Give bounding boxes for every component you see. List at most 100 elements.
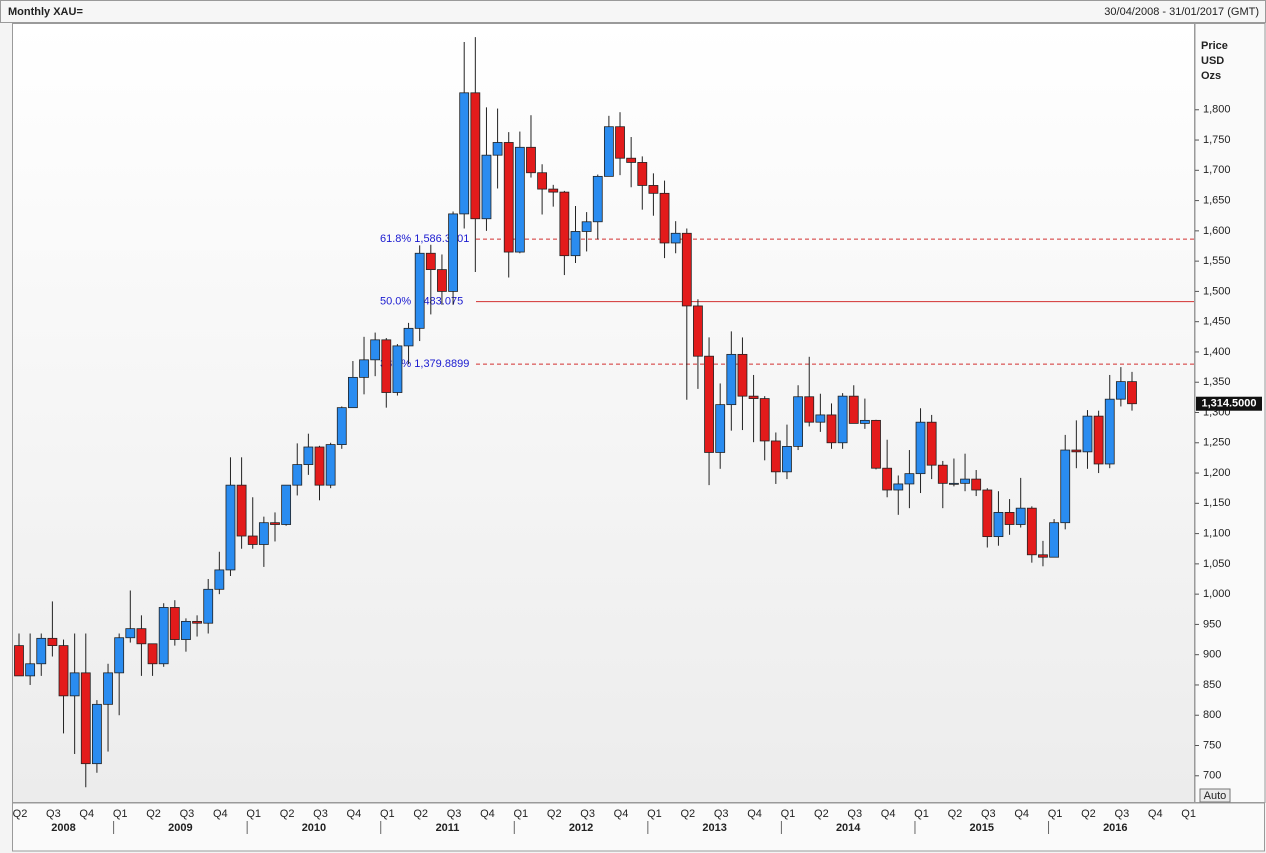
candle-body — [158, 607, 169, 665]
candle-body — [125, 628, 136, 639]
x-quarter-label: Q2 — [680, 808, 695, 820]
x-quarter-label: Q2 — [146, 808, 161, 820]
candle-body — [325, 444, 336, 486]
candle-body — [1082, 415, 1093, 453]
y-tick-label: 800 — [1203, 709, 1221, 721]
candle-body — [414, 252, 425, 329]
candle-body — [815, 414, 826, 423]
y-tick-label: 950 — [1203, 618, 1221, 630]
candle-body — [859, 419, 870, 424]
candle-body — [537, 172, 548, 190]
candle-body — [203, 588, 214, 624]
x-quarter-label: Q2 — [413, 808, 428, 820]
x-quarter-label: Q2 — [547, 808, 562, 820]
x-year-label: 2010 — [302, 822, 326, 834]
x-quarter-label: Q4 — [747, 808, 762, 820]
candle-body — [303, 446, 314, 465]
candle-body — [949, 482, 959, 485]
candle-body — [1049, 522, 1059, 558]
candle-body — [748, 395, 759, 399]
x-quarter-label: Q1 — [1048, 808, 1063, 820]
x-quarter-label: Q3 — [447, 808, 462, 820]
candle-body — [481, 154, 492, 220]
candle-body — [459, 92, 470, 215]
candle-body — [704, 355, 714, 453]
x-year-label: 2015 — [970, 822, 994, 834]
candle-body — [793, 396, 803, 447]
candle-body — [681, 232, 692, 307]
x-quarter-label: Q2 — [13, 808, 28, 820]
y-tick-label: 1,700 — [1203, 164, 1231, 176]
candle-body — [114, 637, 125, 674]
candle-body — [169, 607, 180, 640]
x-year-label: 2016 — [1103, 822, 1127, 834]
candle-body — [960, 478, 970, 484]
x-quarter-label: Q4 — [1014, 808, 1029, 820]
x-quarter-label: Q1 — [781, 808, 796, 820]
y-axis-area — [1194, 23, 1266, 803]
x-quarter-label: Q4 — [881, 808, 896, 820]
candle-body — [136, 628, 147, 645]
y-tick-label: 1,350 — [1203, 376, 1231, 388]
y-tick-label: 1,800 — [1203, 104, 1231, 116]
candle-body — [893, 483, 904, 491]
candle-body — [281, 484, 292, 525]
x-quarter-label: Q3 — [981, 808, 996, 820]
candle-body — [258, 522, 269, 545]
x-quarter-label: Q1 — [647, 808, 662, 820]
candle-body — [904, 473, 915, 485]
candle-body — [492, 142, 503, 156]
candle-body — [247, 535, 258, 545]
x-year-label: 2008 — [51, 822, 75, 834]
candle-body — [826, 414, 837, 444]
candle-body — [1127, 381, 1137, 405]
candle-body — [92, 703, 102, 765]
x-quarter-label: Q4 — [347, 808, 362, 820]
candle-body — [548, 188, 559, 193]
chart-title: Monthly XAU= — [8, 6, 83, 18]
candle-body — [915, 421, 926, 475]
candle-body — [1026, 507, 1037, 556]
candle-body — [592, 175, 603, 223]
x-quarter-label: Q3 — [46, 808, 61, 820]
candle-body — [648, 185, 659, 194]
candle-body — [425, 252, 436, 271]
candle-body — [615, 126, 625, 159]
x-quarter-label: Q2 — [1081, 808, 1096, 820]
candle-body — [726, 353, 737, 406]
auto-button-label[interactable]: Auto — [1204, 790, 1227, 802]
candle-body — [804, 396, 815, 423]
candle-body — [147, 643, 158, 665]
y-tick-label: 1,500 — [1203, 285, 1231, 297]
candle-body — [470, 92, 481, 220]
header-bar — [0, 0, 1266, 23]
x-year-label: 2011 — [436, 822, 460, 834]
candle-body — [437, 269, 447, 292]
x-quarter-label: Q4 — [213, 808, 228, 820]
x-year-label: 2009 — [168, 822, 192, 834]
x-quarter-label: Q4 — [480, 808, 495, 820]
x-quarter-label: Q2 — [814, 808, 829, 820]
y-axis-label-line: USD — [1201, 55, 1224, 67]
candle-body — [58, 645, 69, 697]
candle-body — [626, 157, 637, 163]
y-tick-label: 1,100 — [1203, 528, 1231, 540]
chart-subtitle: 30/04/2008 - 31/01/2017 (GMT) — [1104, 6, 1259, 18]
x-quarter-label: Q4 — [1148, 808, 1163, 820]
fib-name: 50.0% — [380, 296, 411, 308]
fib-name: 61.8% — [380, 233, 411, 245]
candle-body — [570, 231, 581, 257]
x-quarter-label: Q1 — [1181, 808, 1196, 820]
candle-body — [181, 620, 191, 640]
candle-body — [448, 213, 458, 292]
candle-body — [1093, 415, 1104, 465]
auto-button[interactable] — [1199, 788, 1231, 803]
candle-body — [603, 126, 614, 177]
candle-body — [503, 142, 514, 253]
x-quarter-label: Q1 — [914, 808, 929, 820]
y-tick-label: 1,050 — [1203, 558, 1231, 570]
y-tick-label: 850 — [1203, 679, 1221, 691]
candle-body — [581, 221, 592, 232]
x-year-label: 2012 — [569, 822, 593, 834]
candle-body — [47, 637, 58, 647]
